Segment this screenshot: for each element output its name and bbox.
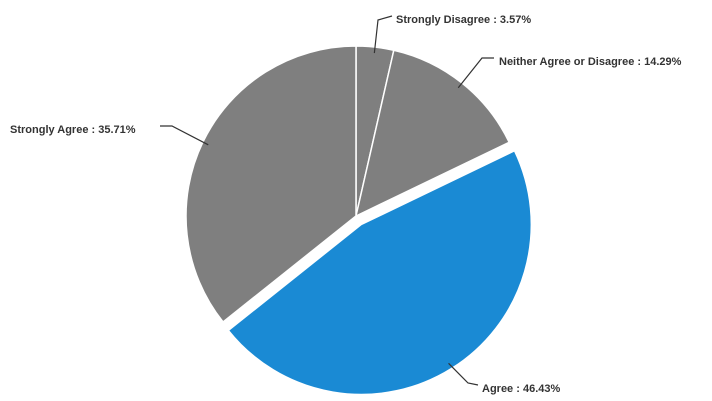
leader-line xyxy=(457,57,494,89)
leader-lines xyxy=(160,15,494,386)
pie-slice-agree xyxy=(227,149,533,396)
slice-labels: Strongly Disagree : 3.57% Neither Agree o… xyxy=(10,14,682,395)
slice-label: Neither Agree or Disagree : 14.29% xyxy=(499,56,682,68)
leader-line xyxy=(160,125,209,146)
leader-line xyxy=(373,15,393,54)
slice-label: Strongly Agree : 35.71% xyxy=(10,124,136,136)
slice-label: Strongly Disagree : 3.57% xyxy=(396,14,531,26)
pie-slices xyxy=(185,45,533,396)
slice-label: Agree : 46.43% xyxy=(482,383,560,395)
leader-line xyxy=(448,362,479,386)
